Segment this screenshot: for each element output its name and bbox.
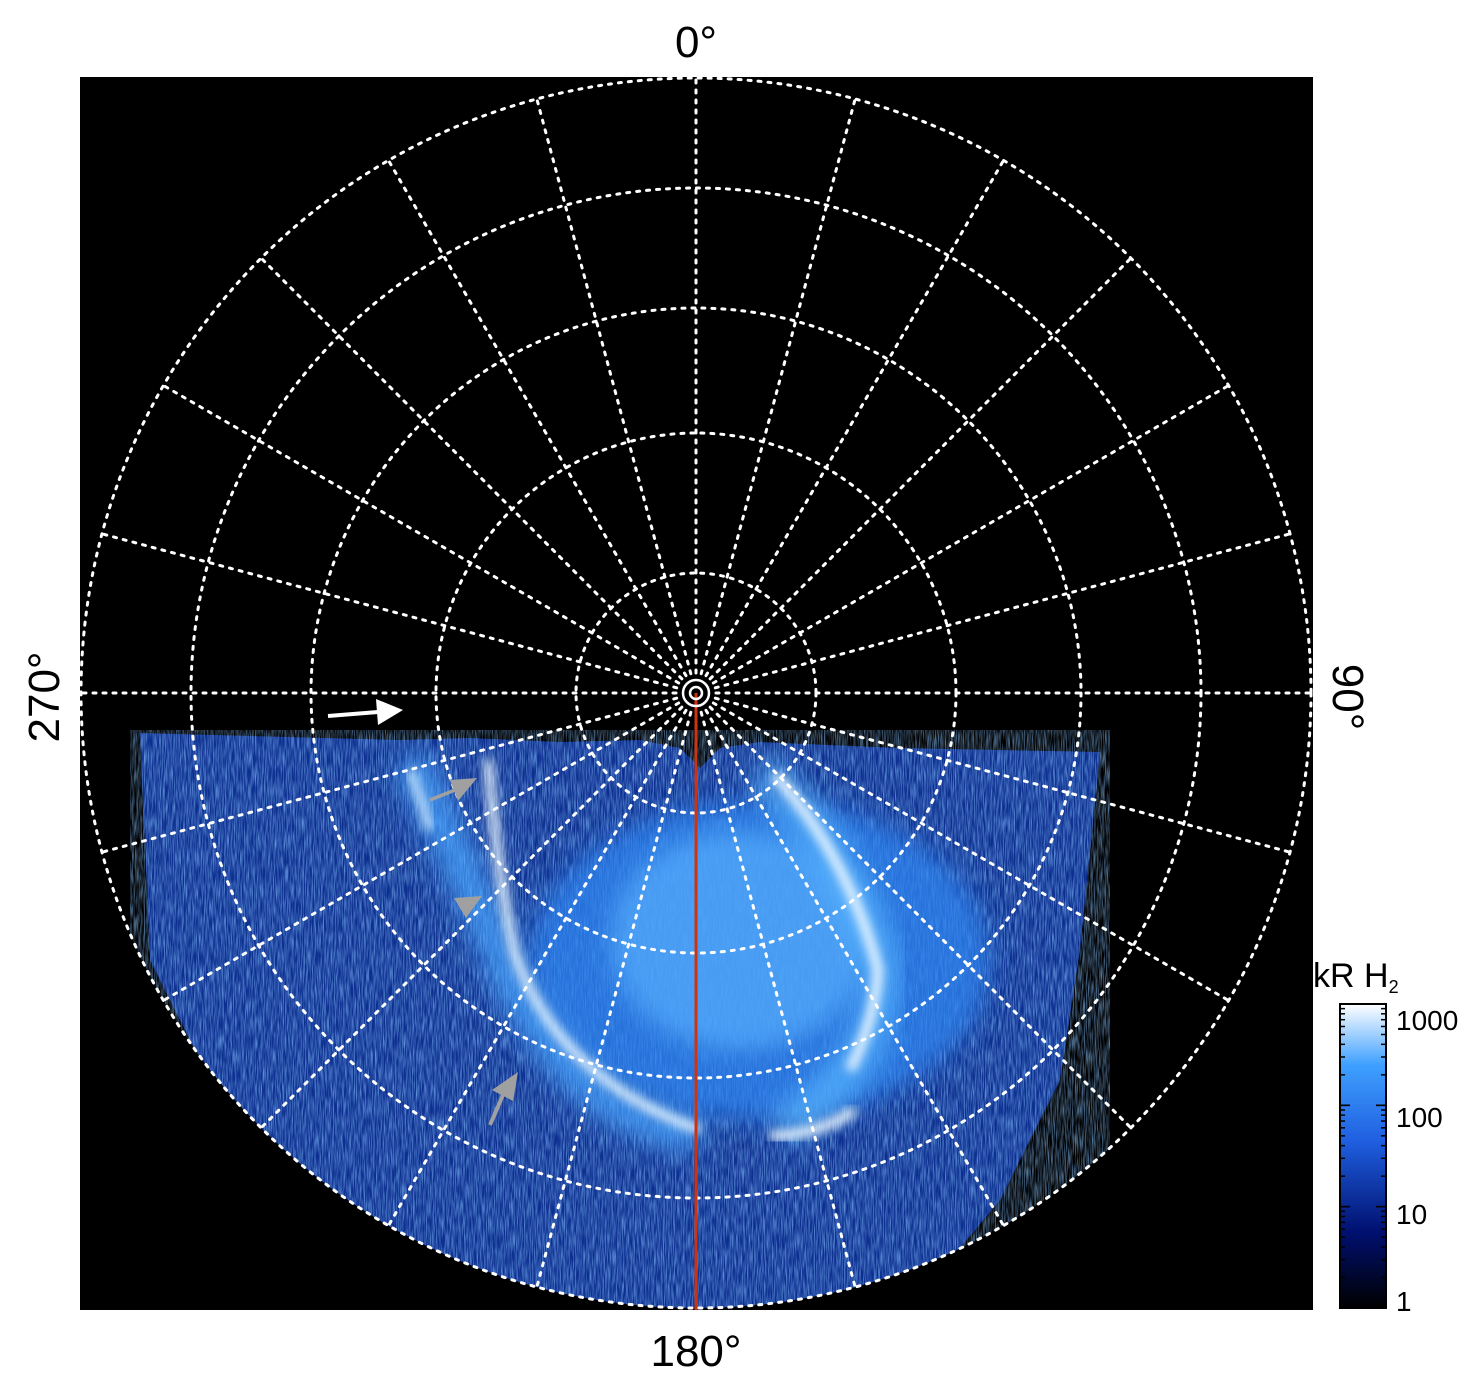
pole-marker-outer xyxy=(681,678,711,708)
pole-marker-inner xyxy=(688,685,704,701)
colorbar-ticks xyxy=(1340,1003,1386,1309)
emission-inner-glow xyxy=(610,830,870,1050)
white-pointer-arrow xyxy=(327,699,403,725)
angle-label-right: 90° xyxy=(1323,664,1372,731)
grid-meridian-120 xyxy=(711,701,1231,1002)
grid-meridian-225 xyxy=(259,705,684,1130)
angle-label-top: 0° xyxy=(675,18,717,67)
polar-coordinate-grid xyxy=(79,76,1313,1310)
angle-label-bottom: 180° xyxy=(650,1327,741,1376)
grid-meridian-240 xyxy=(161,701,681,1002)
dusk-arc-core xyxy=(771,771,884,1073)
angle-label-left: 270° xyxy=(20,651,69,742)
grid-meridian-315 xyxy=(259,256,684,681)
grid-meridian-285 xyxy=(100,532,679,690)
colorbar-tick-label-10: 10 xyxy=(1396,1199,1427,1230)
colorbar: kR H2 1000 100 10 1 xyxy=(1313,957,1458,1317)
colorbar-gradient xyxy=(1339,1003,1387,1309)
grid-meridian-195 xyxy=(535,710,693,1289)
gray-pointer-arrow-lower xyxy=(488,1072,518,1126)
dawn-arc-outer xyxy=(406,768,434,831)
grid-meridian-330 xyxy=(387,158,688,678)
grid-meridian-345 xyxy=(535,97,693,676)
gray-pointer-arrow-middle xyxy=(454,896,482,918)
colorbar-title-subscript: 2 xyxy=(1389,977,1399,997)
colorbar-tick-label-100: 100 xyxy=(1396,1102,1443,1133)
dawn-arc-glow xyxy=(393,751,703,1154)
grid-meridian-210 xyxy=(387,708,688,1228)
grid-circle-5 xyxy=(79,76,1313,1310)
grid-meridian-30 xyxy=(704,158,1005,678)
grid-meridian-255 xyxy=(100,696,679,854)
grid-meridian-135 xyxy=(708,705,1133,1130)
grid-meridian-45 xyxy=(708,256,1133,681)
grid-meridian-105 xyxy=(713,696,1292,854)
lower-arc-core xyxy=(769,1106,858,1141)
grid-meridian-60 xyxy=(711,384,1231,685)
grid-meridian-165 xyxy=(699,710,857,1289)
grid-meridian-15 xyxy=(699,97,857,676)
colorbar-title: kR H2 xyxy=(1313,957,1399,997)
dawn-arc-core xyxy=(483,759,702,1135)
gray-pointer-arrow-upper xyxy=(429,778,477,802)
colorbar-tick-label-1000: 1000 xyxy=(1396,1005,1458,1036)
colorbar-tick-label-1: 1 xyxy=(1396,1286,1412,1317)
colorbar-title-main: kR H xyxy=(1313,957,1389,995)
grid-meridian-75 xyxy=(713,532,1292,690)
grid-meridian-300 xyxy=(161,384,681,685)
grid-meridian-150 xyxy=(704,708,1005,1228)
